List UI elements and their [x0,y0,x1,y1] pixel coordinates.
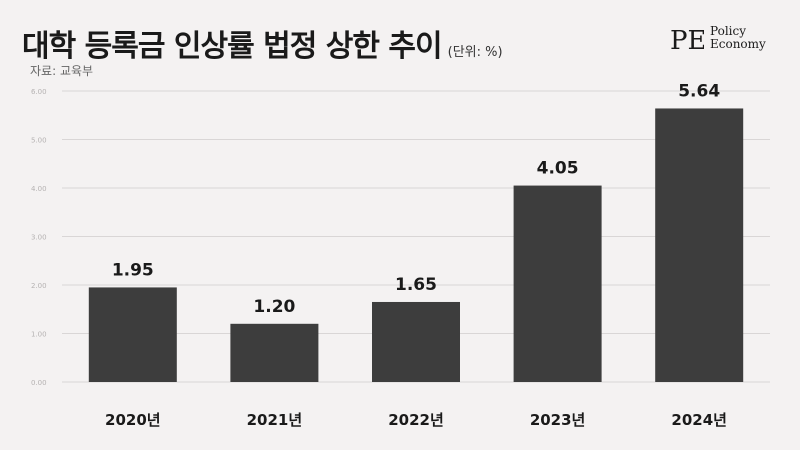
bar [513,185,602,382]
pe-logo-icon: PE [670,26,704,56]
bar [655,108,744,383]
y-tick-label: 4.00 [31,185,47,193]
logo-wordmark: Policy Economy [710,25,766,51]
y-tick-label: 3.00 [31,234,47,242]
y-tick-label: 1.00 [31,331,47,339]
x-category-label: 2024년 [671,411,727,429]
data-label: 1.95 [112,260,154,280]
bar [88,287,177,382]
bar [372,301,460,382]
data-label: 5.64 [678,81,720,101]
chart-title: 대학 등록금 인상률 법정 상한 추이 [22,29,443,64]
unit-label: (단위: %) [447,45,503,60]
logo-line-2: Economy [710,37,766,51]
bar [230,323,319,382]
x-category-label: 2021년 [247,411,303,429]
x-category-label: 2020년 [105,411,161,429]
y-tick-label: 2.00 [31,282,47,290]
data-label: 1.20 [253,297,295,317]
data-label: 1.65 [395,275,437,295]
x-category-label: 2022년 [388,411,444,429]
policy-economy-logo: PE Policy Economy [668,20,766,57]
y-tick-label: 6.00 [31,88,47,96]
x-category-label: 2023년 [530,411,586,429]
y-tick-label: 5.00 [31,137,47,145]
chart-header: 대학 등록금 인상률 법정 상한 추이 (단위: %) [22,22,503,62]
pe-logo-mark-text: PE [670,26,704,56]
logo-line-1: Policy [710,24,746,38]
y-tick-label: 0.00 [31,379,47,387]
source-note: 자료: 교육부 [30,64,94,78]
data-label: 4.05 [537,159,579,179]
